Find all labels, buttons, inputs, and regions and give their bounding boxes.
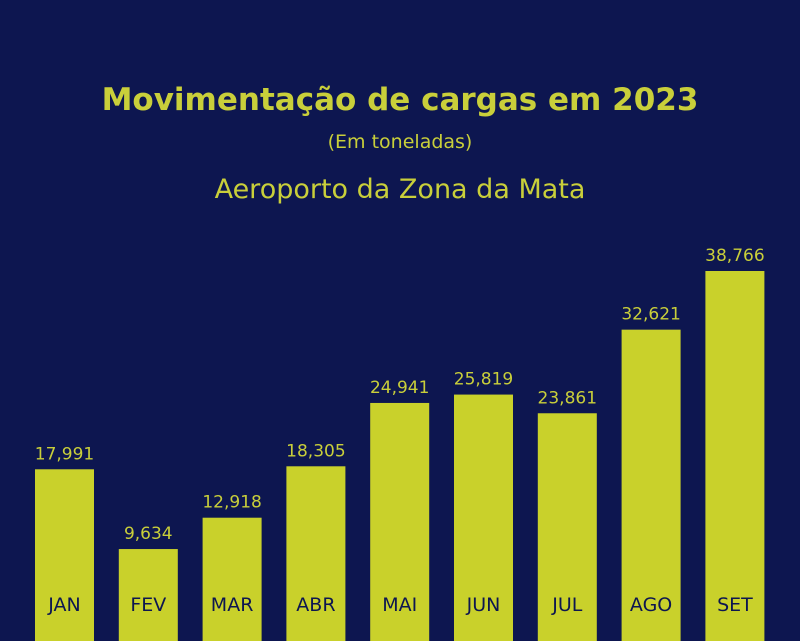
value-label-abr: 18,305: [286, 441, 345, 461]
bar-ago: [621, 329, 681, 641]
bar-jan: [35, 469, 94, 641]
category-label-mai: MAI: [382, 594, 417, 616]
bar-fev: [118, 549, 178, 641]
category-label-jun: JUN: [466, 594, 501, 616]
value-label-jan: 17,991: [35, 444, 94, 464]
category-label-ago: AGO: [630, 594, 672, 616]
value-label-set: 38,766: [705, 246, 764, 266]
category-label-abr: ABR: [296, 594, 335, 616]
bar-mai: [370, 402, 430, 641]
category-label-fev: FEV: [130, 594, 166, 616]
category-label-jul: JUL: [551, 594, 583, 616]
category-label-mar: MAR: [211, 594, 254, 616]
bar-set: [705, 271, 765, 641]
value-label-ago: 32,621: [621, 305, 680, 325]
bar-jul: [537, 413, 597, 641]
value-label-fev: 9,634: [124, 524, 173, 544]
category-label-jan: JAN: [47, 594, 80, 616]
bar-mar: [202, 517, 262, 641]
chart-title: Movimentação de cargas em 2023: [101, 82, 699, 118]
value-label-mai: 24,941: [370, 378, 429, 398]
value-label-mar: 12,918: [202, 493, 261, 513]
bar-jun: [454, 394, 513, 641]
category-label-set: SET: [717, 594, 753, 616]
chart-subtitle: (Em toneladas): [327, 131, 473, 153]
chart-subtitle-location: Aeroporto da Zona da Mata: [214, 174, 586, 205]
value-label-jul: 23,861: [538, 388, 597, 408]
bar-abr: [286, 466, 346, 641]
value-label-jun: 25,819: [454, 370, 513, 390]
